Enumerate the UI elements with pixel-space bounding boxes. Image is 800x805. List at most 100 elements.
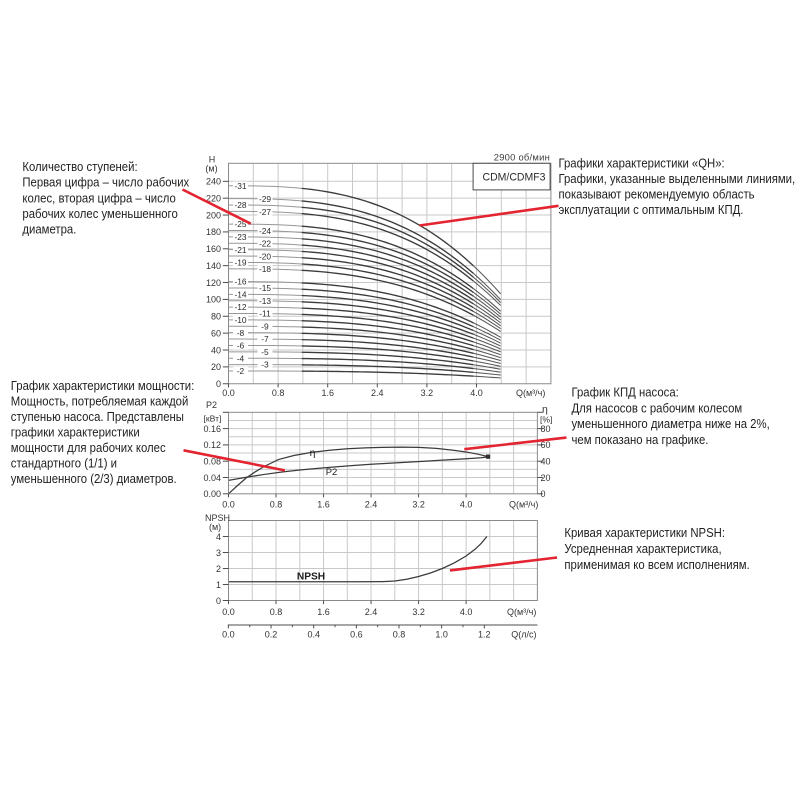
svg-text:-14: -14 (234, 289, 246, 299)
svg-text:применимая ко всем исполнениям: применимая ко всем исполнениям. (564, 557, 749, 572)
svg-text:20: 20 (541, 473, 551, 483)
svg-text:CDM/CDMF3: CDM/CDMF3 (483, 172, 546, 184)
svg-text:0.0: 0.0 (222, 499, 235, 509)
svg-text:[кВт]: [кВт] (204, 413, 222, 423)
svg-text:Мощность, потребляемая каждой: Мощность, потребляемая каждой (11, 394, 189, 409)
svg-text:-16: -16 (234, 277, 246, 287)
svg-text:4.0: 4.0 (460, 607, 473, 617)
svg-text:η: η (542, 403, 548, 415)
svg-text:2.4: 2.4 (365, 499, 378, 509)
svg-text:показывают рекомендуемую облас: показывают рекомендуемую область (559, 187, 755, 202)
svg-text:4: 4 (216, 532, 221, 542)
svg-text:диаметра.: диаметра. (22, 222, 76, 237)
svg-text:рабочих колес уменьшенного: рабочих колес уменьшенного (22, 206, 178, 221)
svg-text:2: 2 (216, 564, 221, 574)
svg-text:[%]: [%] (540, 414, 552, 424)
svg-text:4.0: 4.0 (470, 388, 483, 398)
svg-text:0.0: 0.0 (222, 607, 235, 617)
svg-text:80: 80 (541, 424, 551, 434)
svg-text:График КПД насоса:: График КПД насоса: (572, 385, 679, 400)
svg-text:1.6: 1.6 (317, 499, 330, 509)
svg-text:Количество ступеней:: Количество ступеней: (22, 159, 137, 174)
svg-text:-2: -2 (237, 366, 245, 376)
svg-text:0.6: 0.6 (350, 629, 363, 639)
svg-text:-5: -5 (261, 347, 269, 357)
svg-text:0.4: 0.4 (307, 629, 320, 639)
svg-text:P2: P2 (326, 467, 338, 478)
svg-text:График характеристики мощности: График характеристики мощности: (11, 378, 194, 393)
svg-text:H: H (209, 155, 216, 165)
svg-text:колес, вторая цифра – число: колес, вторая цифра – число (22, 191, 176, 206)
svg-text:стандартного (1/1) и: стандартного (1/1) и (11, 456, 117, 471)
svg-text:Графики характеристики «QH»:: Графики характеристики «QH»: (559, 156, 725, 171)
svg-text:мощности для рабочих колес: мощности для рабочих колес (11, 440, 166, 455)
svg-text:0.08: 0.08 (203, 457, 221, 467)
svg-text:4.0: 4.0 (460, 499, 473, 509)
svg-text:40: 40 (541, 457, 551, 467)
svg-text:-4: -4 (237, 353, 245, 363)
svg-text:(м): (м) (205, 164, 217, 174)
svg-text:3.2: 3.2 (412, 499, 425, 509)
svg-text:(м): (м) (209, 522, 221, 532)
svg-text:ступенью насоса. Представлены: ступенью насоса. Представлены (11, 409, 184, 424)
svg-text:-25: -25 (234, 219, 246, 229)
svg-text:0.8: 0.8 (270, 607, 283, 617)
svg-text:80: 80 (211, 312, 221, 322)
svg-text:графики характеристики: графики характеристики (11, 425, 140, 440)
svg-text:2.4: 2.4 (371, 388, 384, 398)
svg-text:0.00: 0.00 (203, 489, 221, 499)
svg-text:0.0: 0.0 (222, 629, 235, 639)
svg-text:60: 60 (541, 440, 551, 450)
svg-text:-15: -15 (259, 283, 271, 293)
svg-text:0.16: 0.16 (203, 424, 221, 434)
svg-text:0: 0 (216, 596, 221, 606)
svg-text:0.8: 0.8 (272, 388, 285, 398)
svg-text:100: 100 (206, 295, 221, 305)
svg-text:-22: -22 (259, 239, 271, 249)
svg-text:3.2: 3.2 (421, 388, 434, 398)
svg-text:-24: -24 (259, 226, 271, 236)
svg-text:120: 120 (206, 278, 221, 288)
svg-text:-20: -20 (259, 251, 271, 261)
svg-text:2900 об/мин: 2900 об/мин (494, 151, 550, 162)
svg-text:180: 180 (206, 227, 221, 237)
svg-text:-9: -9 (261, 321, 269, 331)
svg-text:1.0: 1.0 (435, 629, 448, 639)
svg-text:Q(м³/ч): Q(м³/ч) (509, 499, 538, 509)
svg-text:-18: -18 (259, 264, 271, 274)
svg-text:0.2: 0.2 (265, 629, 278, 639)
svg-text:Первая цифра – число рабочих: Первая цифра – число рабочих (22, 175, 190, 190)
svg-text:200: 200 (206, 210, 221, 220)
svg-text:-10: -10 (234, 315, 246, 325)
svg-text:1: 1 (216, 580, 221, 590)
svg-text:20: 20 (211, 362, 221, 372)
svg-text:240: 240 (206, 177, 221, 187)
svg-text:220: 220 (206, 193, 221, 203)
svg-text:-11: -11 (259, 309, 271, 319)
svg-text:0.8: 0.8 (393, 629, 406, 639)
svg-text:-7: -7 (261, 334, 269, 344)
svg-text:0.12: 0.12 (203, 440, 221, 450)
svg-text:160: 160 (206, 244, 221, 254)
svg-text:-23: -23 (234, 232, 246, 242)
svg-text:Графики, указанные выделенными: Графики, указанные выделенными линиями, (559, 171, 796, 186)
svg-text:0.8: 0.8 (270, 499, 283, 509)
svg-text:-31: -31 (234, 181, 246, 191)
svg-text:-29: -29 (259, 194, 271, 204)
svg-text:1.2: 1.2 (478, 629, 491, 639)
svg-text:уменьшенного (2/3) диаметров.: уменьшенного (2/3) диаметров. (11, 471, 177, 486)
svg-text:0: 0 (541, 489, 546, 499)
svg-text:0.04: 0.04 (203, 473, 221, 483)
svg-text:-12: -12 (234, 302, 246, 312)
svg-text:Q(м³/ч): Q(м³/ч) (516, 388, 545, 398)
svg-text:Q(л/с): Q(л/с) (511, 629, 536, 639)
svg-text:эксплуатации с оптимальным КПД: эксплуатации с оптимальным КПД. (559, 202, 744, 217)
svg-text:1.6: 1.6 (321, 388, 334, 398)
svg-text:Q(м³/ч): Q(м³/ч) (507, 607, 536, 617)
svg-text:0: 0 (216, 379, 221, 389)
svg-text:NPSH: NPSH (205, 513, 230, 523)
svg-text:-8: -8 (237, 328, 245, 338)
svg-text:Усредненная характеристика,: Усредненная характеристика, (564, 541, 721, 556)
svg-text:3: 3 (216, 548, 221, 558)
svg-text:чем показано на графике.: чем показано на графике. (572, 432, 709, 447)
